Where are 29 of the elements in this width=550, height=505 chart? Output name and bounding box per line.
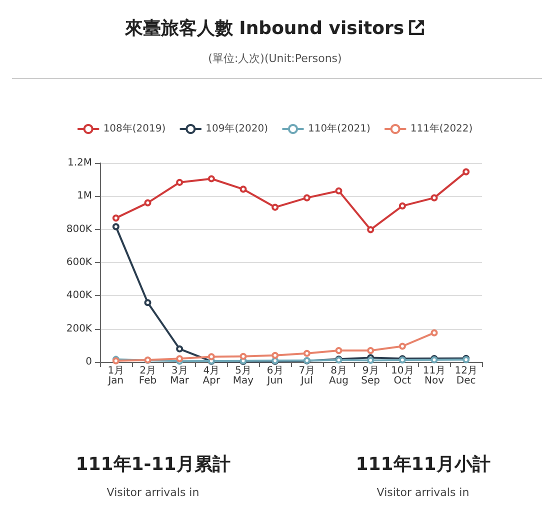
- y-tick-label: 1M: [77, 190, 92, 202]
- x-tick-label: 2月 Feb: [138, 366, 157, 386]
- x-tick-label: 7月 Jul: [298, 366, 316, 386]
- x-tick-label: 12月 Dec: [454, 366, 478, 386]
- legend-label: 108年(2019): [103, 122, 166, 134]
- y-tick-label: 200K: [66, 323, 92, 334]
- x-tick-label: 10月 Oct: [391, 366, 414, 386]
- text: Visitor arrivals in: [376, 486, 470, 499]
- legend-label: 110年(2021): [308, 122, 370, 134]
- y-tick-label: 800K: [66, 224, 92, 235]
- text: 111年11月小計: [354, 453, 492, 476]
- y-tick-label: 0: [86, 356, 92, 368]
- y-tick-label: 400K: [66, 290, 92, 302]
- x-tick-label: 6月 Jun: [266, 366, 284, 386]
- text: Visitor arrivals in: [106, 486, 200, 499]
- legend-label: 109年(2020): [206, 122, 268, 134]
- x-tick-label: 9月 Sep: [361, 366, 380, 386]
- x-tick-label: 5月 May: [232, 366, 254, 386]
- x-tick-label: 4月 Apr: [202, 366, 221, 386]
- chart-title: 來臺旅客人數 Inbound visitors: [124, 18, 404, 39]
- legend-label: 111年(2022): [410, 122, 473, 134]
- x-tick-label: 3月 Mar: [170, 366, 190, 386]
- y-tick-label: 1.2M: [67, 158, 92, 168]
- text: 111年1-11月累計: [74, 453, 232, 476]
- x-tick-label: 1月 Jan: [107, 366, 124, 386]
- chart-subtitle: (單位:人次)(Unit:Persons): [207, 51, 343, 66]
- x-tick-label: 8月 Aug: [328, 366, 349, 386]
- x-tick-label: 11月 Nov: [422, 366, 446, 386]
- y-tick-label: 600K: [66, 257, 92, 268]
